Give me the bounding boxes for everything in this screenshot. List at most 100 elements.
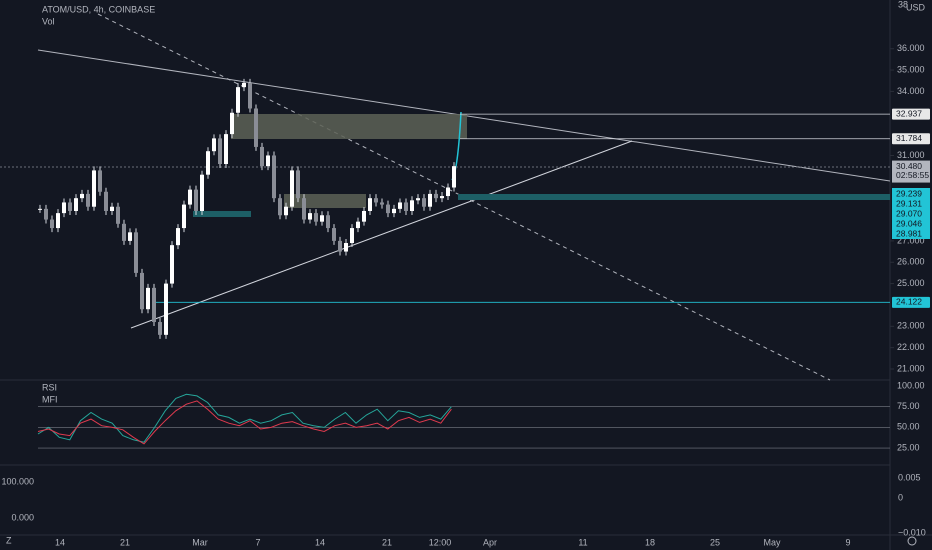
time-label: 11 [578, 537, 587, 547]
candle-body [110, 206, 114, 211]
candle-body [344, 243, 348, 252]
cyan-price-label: 28.981 [896, 228, 922, 238]
cyan-price-label: 29.046 [896, 218, 922, 228]
candle-body [218, 138, 222, 165]
candle-body [260, 146, 264, 167]
candle-body [290, 170, 294, 207]
candle-body [236, 87, 240, 113]
candle-body [164, 283, 168, 335]
candle-body [284, 206, 288, 216]
candle-body [152, 287, 156, 323]
candle-body [410, 200, 414, 211]
bottom-left-tick: 100.000 [1, 476, 34, 486]
time-label: 14 [315, 537, 325, 547]
candle-body [128, 232, 132, 241]
candle-body [266, 155, 270, 167]
candle-body [176, 228, 180, 246]
price-tick-label: 25.000 [897, 278, 925, 288]
candle-body [428, 193, 432, 207]
price-tick-label: 21.000 [897, 363, 925, 373]
candle-body [272, 155, 276, 199]
candle-body [188, 189, 192, 205]
candle-body [182, 204, 186, 229]
rsi-label: RSI [42, 382, 57, 392]
price-label-bg [892, 108, 930, 120]
zone-box [231, 114, 467, 139]
countdown: 02:58:55 [896, 170, 929, 180]
candle-body [230, 112, 234, 135]
candle-body [356, 221, 360, 229]
currency: USD [906, 2, 926, 12]
candle-body [212, 138, 216, 152]
candle-body [116, 206, 120, 224]
price-label-bg [892, 296, 930, 308]
candle-body [314, 213, 318, 222]
time-label: May [763, 537, 781, 547]
candle-body [392, 208, 396, 214]
candle-body [386, 204, 390, 214]
z-button[interactable]: Z [6, 535, 12, 545]
candle-body [38, 208, 42, 210]
top-tick: 38 [898, 0, 908, 9]
zone-box [458, 194, 890, 200]
last-price: 30.480 [896, 161, 922, 171]
time-label: 18 [645, 537, 655, 547]
price-tick-label: 23.000 [897, 321, 925, 331]
candle-body [242, 82, 246, 88]
bottom-right-tick: 0 [898, 492, 903, 502]
candle-body [404, 202, 408, 211]
time-label: Mar [192, 537, 208, 547]
candle-body [194, 189, 198, 211]
osc-tick-label: 25.00 [897, 442, 920, 452]
osc-tick-label: 50.00 [897, 422, 920, 432]
zone-box [193, 211, 251, 217]
trendline [130, 140, 633, 329]
candle-body [122, 223, 126, 241]
bottom-right-tick: 0.005 [898, 472, 921, 482]
time-label: 14 [55, 537, 65, 547]
time-label: 21 [382, 537, 392, 547]
last-price-bg [892, 160, 930, 183]
candle-body [446, 187, 450, 197]
candle-body [62, 202, 66, 214]
candle-body [452, 166, 456, 188]
candle-body [320, 215, 324, 222]
candle-body [278, 198, 282, 216]
candle-body [362, 210, 366, 222]
candle-body [74, 198, 78, 211]
price-tick-label: 36.000 [897, 43, 925, 53]
time-label: 9 [845, 537, 850, 547]
candle-body [140, 272, 144, 310]
candle-body [422, 198, 426, 207]
price-label: 32.937 [896, 108, 922, 118]
time-label: Apr [483, 537, 497, 547]
price-tick-label: 26.000 [897, 257, 925, 267]
price-label: 24.122 [896, 297, 922, 307]
candle-body [200, 174, 204, 211]
candle-body [56, 213, 60, 229]
candle-body [416, 198, 420, 201]
candle-body [206, 151, 210, 175]
candle-body [380, 202, 384, 205]
candle-body [146, 287, 150, 310]
candle-body [98, 170, 102, 192]
rsi-line [37, 400, 452, 445]
cyan-price-label: 29.239 [896, 188, 922, 198]
candle-body [398, 202, 402, 209]
price-label-bg [892, 133, 930, 145]
candle-body [44, 208, 48, 220]
candle-body [254, 108, 258, 147]
candle-body [248, 82, 252, 109]
bottom-right-tick: −0.010 [898, 527, 926, 537]
candle-body [50, 219, 54, 229]
price-tick-label: 27.000 [897, 235, 925, 245]
candle-body [86, 193, 90, 207]
settings-icon[interactable] [907, 536, 917, 546]
candle-body [350, 228, 354, 244]
candle-body [80, 193, 84, 199]
candle-body [134, 232, 138, 273]
candle-body [92, 170, 96, 207]
candle-body [434, 193, 438, 199]
